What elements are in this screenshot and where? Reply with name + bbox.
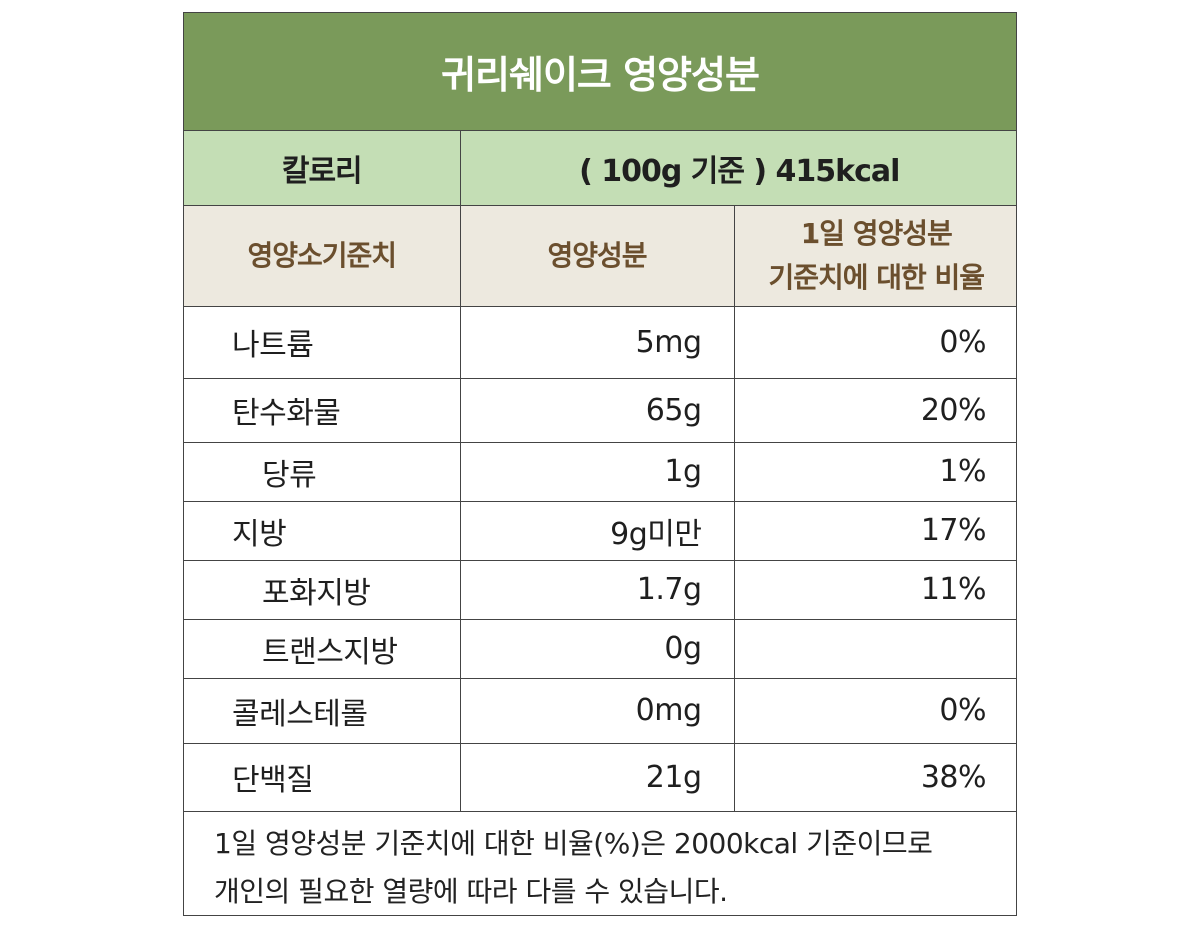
table-row: 포화지방 1.7g 11%: [184, 559, 1016, 620]
table-row: 트랜스지방 0g: [184, 618, 1016, 679]
header-nutrient: 영양소기준치: [184, 204, 461, 307]
nutrient-name: 탄수화물: [184, 377, 461, 443]
nutrient-name: 나트륨: [184, 305, 461, 379]
nutrient-percent: 17%: [733, 500, 1016, 561]
header-daily-percent: 1일 영양성분 기준치에 대한 비율: [733, 204, 1016, 307]
footnote-line1: 1일 영양성분 기준치에 대한 비율(%)은 2000kcal 기준이므로: [214, 826, 933, 860]
nutrient-name: 당류: [184, 441, 461, 502]
nutrient-amount: 1g: [459, 441, 735, 502]
nutrient-percent: 0%: [733, 677, 1016, 744]
nutrient-amount: 1.7g: [459, 559, 735, 620]
nutrient-percent: 0%: [733, 305, 1016, 379]
nutrient-name: 단백질: [184, 742, 461, 812]
nutrient-percent: 11%: [733, 559, 1016, 620]
header-amount: 영양성분: [459, 204, 735, 307]
nutrition-panel: 귀리쉐이크 영양성분 칼로리 ( 100g 기준 ) 415kcal 영양소기준…: [183, 12, 1017, 916]
panel-title: 귀리쉐이크 영양성분: [184, 13, 1016, 131]
header-row: 영양소기준치 영양성분 1일 영양성분 기준치에 대한 비율: [184, 204, 1016, 307]
nutrient-amount: 21g: [459, 742, 735, 812]
nutrient-amount: 65g: [459, 377, 735, 443]
table-row: 나트륨 5mg 0%: [184, 305, 1016, 379]
header-daily-percent-line1: 1일 영양성분: [800, 216, 953, 250]
nutrient-amount: 0g: [459, 618, 735, 679]
nutrient-amount: 9g미만: [459, 500, 735, 561]
nutrient-percent: [733, 618, 1016, 679]
nutrient-percent: 20%: [733, 377, 1016, 443]
table-row: 지방 9g미만 17%: [184, 500, 1016, 561]
table-row: 당류 1g 1%: [184, 441, 1016, 502]
header-daily-percent-line2: 기준치에 대한 비율: [768, 260, 985, 294]
nutrient-name: 지방: [184, 500, 461, 561]
calorie-row: 칼로리 ( 100g 기준 ) 415kcal: [184, 131, 1016, 206]
nutrient-name: 포화지방: [184, 559, 461, 620]
nutrient-amount: 0mg: [459, 677, 735, 744]
nutrient-name: 트랜스지방: [184, 618, 461, 679]
table-row: 단백질 21g 38%: [184, 742, 1016, 812]
nutrient-name: 콜레스테롤: [184, 677, 461, 744]
nutrient-percent: 1%: [733, 441, 1016, 502]
table-row: 콜레스테롤 0mg 0%: [184, 677, 1016, 744]
calorie-label: 칼로리: [184, 131, 461, 206]
nutrient-amount: 5mg: [459, 305, 735, 379]
footnote-line2: 개인의 필요한 열량에 따라 다를 수 있습니다.: [214, 874, 728, 908]
calorie-value: ( 100g 기준 ) 415kcal: [459, 131, 1016, 206]
table-row: 탄수화물 65g 20%: [184, 377, 1016, 443]
nutrient-percent: 38%: [733, 742, 1016, 812]
nutrition-table: 칼로리 ( 100g 기준 ) 415kcal 영양소기준치 영양성분 1일 영…: [184, 131, 1016, 812]
footnote: 1일 영양성분 기준치에 대한 비율(%)은 2000kcal 기준이므로 개인…: [184, 812, 1016, 916]
